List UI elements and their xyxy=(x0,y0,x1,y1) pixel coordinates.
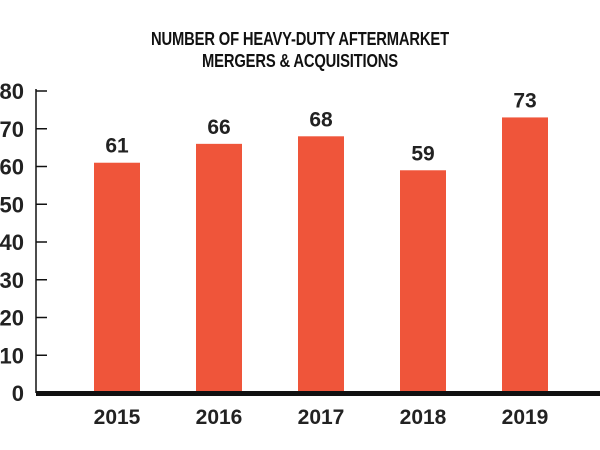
x-tick-label: 2017 xyxy=(298,406,345,429)
y-tick-label: 10 xyxy=(0,343,24,368)
x-tick-label: 2015 xyxy=(94,406,141,429)
bar-2019 xyxy=(502,117,548,394)
y-tick-label: 50 xyxy=(0,192,24,217)
x-axis-baseline xyxy=(36,391,600,396)
data-label: 68 xyxy=(309,108,333,131)
bar-2016 xyxy=(196,143,242,393)
data-label: 66 xyxy=(207,116,230,139)
chart-title-line-1: NUMBER OF HEAVY-DUTY AFTERMARKET xyxy=(151,29,449,49)
chart-title: NUMBER OF HEAVY-DUTY AFTERMARKET MERGERS… xyxy=(54,28,546,72)
x-tick-label: 2019 xyxy=(502,406,549,429)
chart-title-line-2: MERGERS & ACQUISITIONS xyxy=(202,51,398,71)
y-tick-label: 0 xyxy=(12,381,24,406)
y-tick-label: 60 xyxy=(0,155,24,180)
data-label: 59 xyxy=(411,142,434,165)
y-tick-label: 80 xyxy=(0,79,24,104)
data-label: 73 xyxy=(513,89,536,112)
x-tick-label: 2018 xyxy=(400,406,447,429)
data-label: 61 xyxy=(105,135,129,158)
y-tick-label: 20 xyxy=(0,306,24,331)
y-tick-label: 30 xyxy=(0,268,24,293)
bar-2018 xyxy=(400,170,446,393)
y-tick-label: 40 xyxy=(0,230,24,255)
bar-2017 xyxy=(298,136,344,394)
y-tick-label: 70 xyxy=(0,117,24,142)
x-tick-label: 2016 xyxy=(196,406,243,429)
bar-2015 xyxy=(94,162,140,393)
